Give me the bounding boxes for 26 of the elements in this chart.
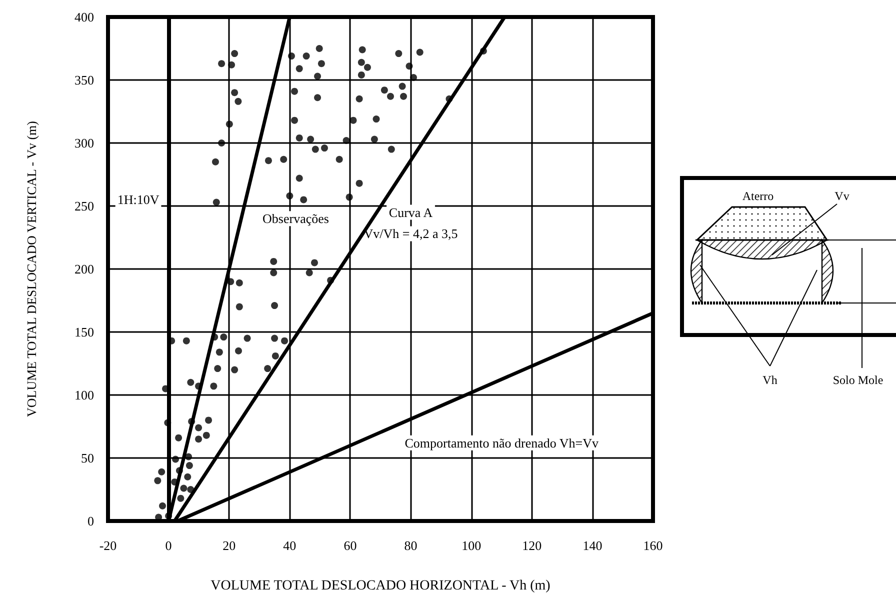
x-axis-title: VOLUME TOTAL DESLOCADO HORIZONTAL - Vh (m) <box>210 578 551 594</box>
x-tick-label: 60 <box>344 538 357 553</box>
x-tick-label: 0 <box>165 538 172 553</box>
y-axis-title: VOLUME TOTAL DESLOCADO VERTICAL - Vv (m) <box>24 121 39 417</box>
y-tick-label: 200 <box>74 262 94 276</box>
x-tick-label: 80 <box>404 538 418 553</box>
y-tick-label: 250 <box>74 198 94 214</box>
annotation: 1H:10V <box>117 192 160 208</box>
x-tick-label: 20 <box>222 538 236 553</box>
x-tick-label: 160 <box>643 538 663 553</box>
x-tick-label: -20 <box>99 538 117 553</box>
annotation: Curva A <box>388 204 434 220</box>
y-tick-label: 150 <box>74 324 94 340</box>
y-tick-label: 300 <box>74 136 94 150</box>
y-tick-label: 100 <box>74 388 94 402</box>
x-tick-label: 100 <box>462 538 482 553</box>
y-tick-label: 50 <box>81 450 94 466</box>
annotation: Vv/Vh = 4,2 a 3,5 <box>364 226 458 242</box>
x-tick-label: 40 <box>283 538 296 553</box>
x-tick-label: 140 <box>582 538 602 553</box>
y-tick-label: 0 <box>88 514 94 528</box>
y-tick-label: 400 <box>74 10 94 24</box>
x-tick-label: 120 <box>522 538 542 553</box>
annotation: Comportamento não drenado Vh=Vv <box>404 435 599 450</box>
annotation: Observações <box>262 211 329 226</box>
y-tick-label: 350 <box>74 72 94 88</box>
